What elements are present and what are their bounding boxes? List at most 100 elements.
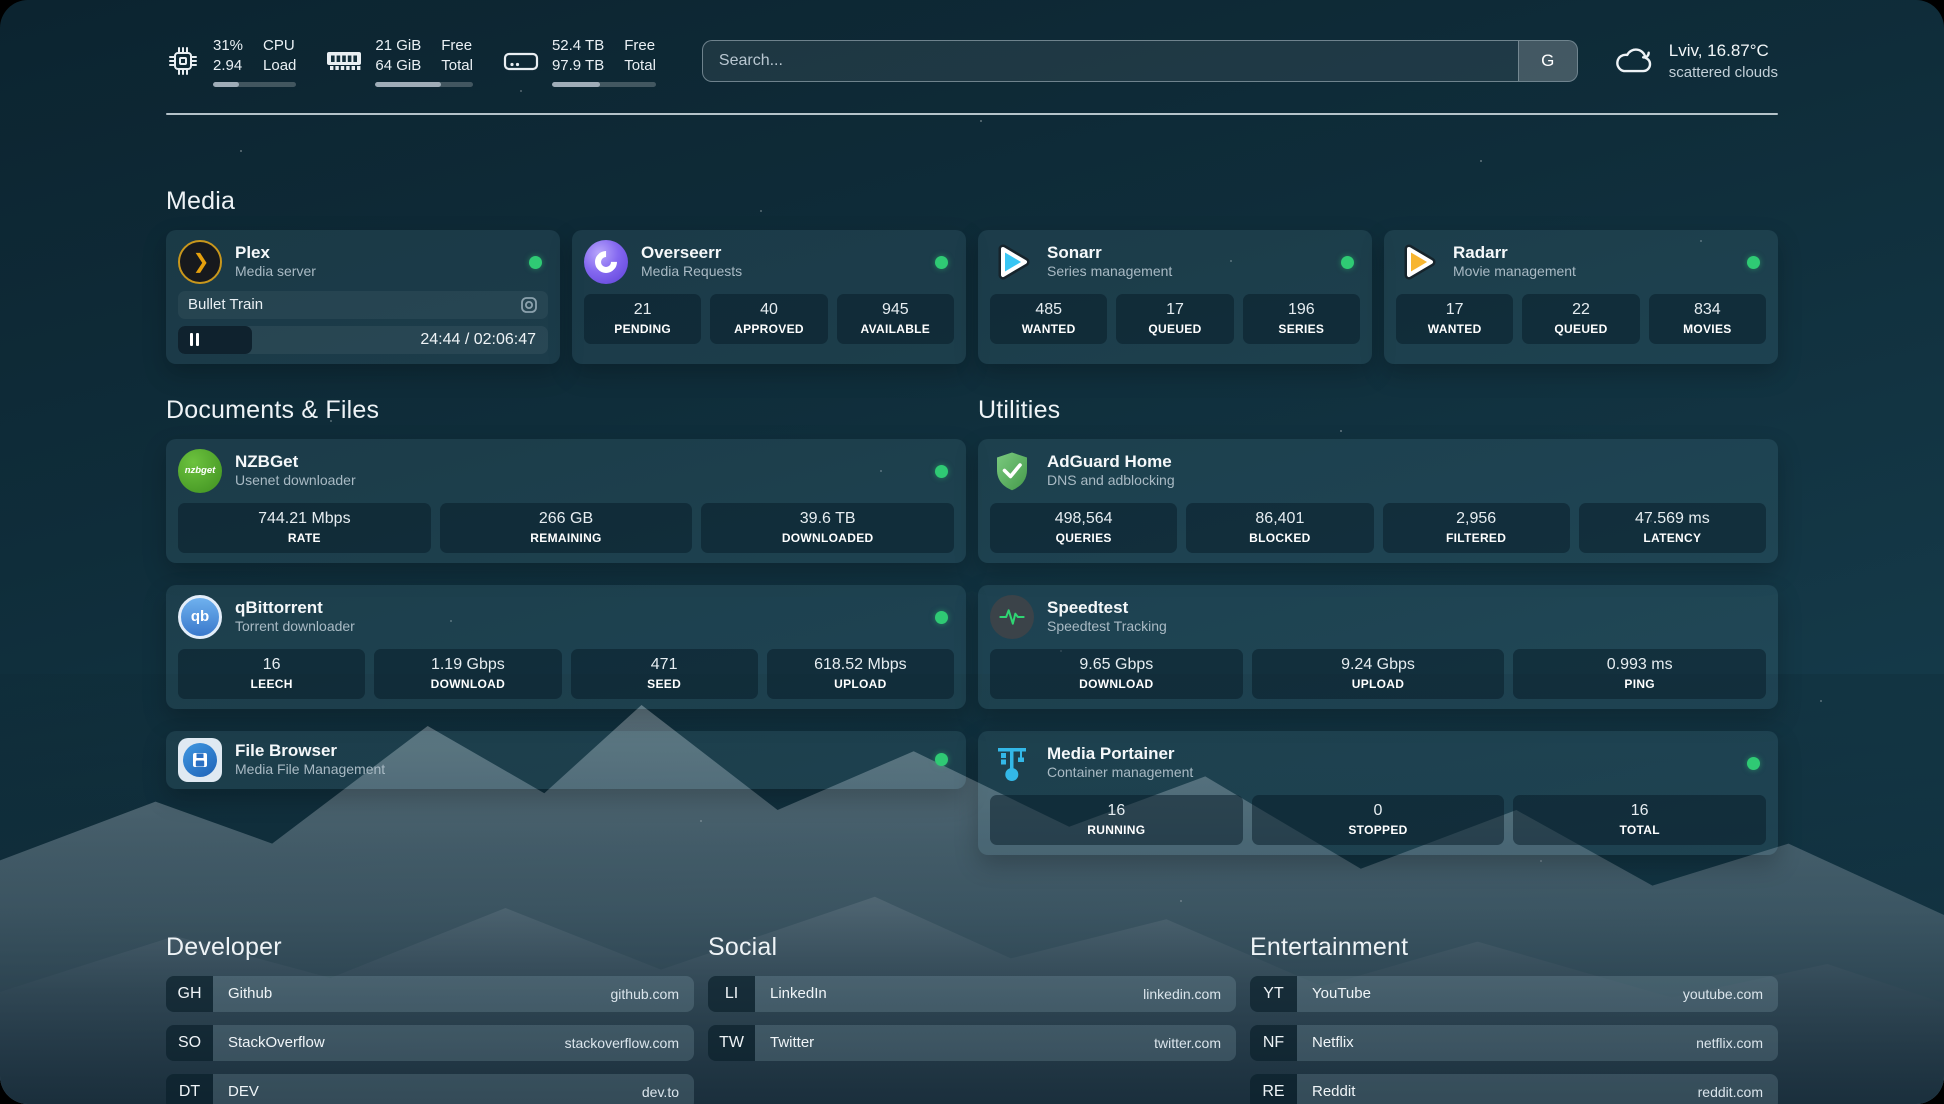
stat-label: UPLOAD bbox=[834, 676, 887, 691]
stat-label: PING bbox=[1624, 676, 1655, 691]
memory-stats: 21 GiB 64 GiB Free Total bbox=[326, 36, 473, 87]
stat-tile: 1.19 Gbps DOWNLOAD bbox=[374, 648, 562, 699]
stat-label: LATENCY bbox=[1643, 530, 1702, 545]
filebrowser-subtitle: Media File Management bbox=[235, 761, 386, 778]
cpu-usage-value: 31% bbox=[213, 37, 244, 54]
bookmark-stackoverflow[interactable]: SO StackOverflow stackoverflow.com bbox=[166, 1024, 694, 1061]
stat-value: 22 bbox=[1572, 300, 1590, 318]
cpu-load-value: 2.94 bbox=[213, 57, 243, 75]
portainer-card[interactable]: Media Portainer Container management 16 … bbox=[978, 730, 1778, 855]
utilities-section: Utilities bbox=[978, 396, 1778, 877]
filebrowser-title: File Browser bbox=[235, 741, 338, 761]
stat-value: 1.19 Gbps bbox=[430, 655, 505, 673]
nzbget-title: NZBGet bbox=[235, 452, 299, 472]
weather-widget[interactable]: Lviv, 16.87°C scattered clouds bbox=[1612, 40, 1778, 82]
bookmark-dev[interactable]: DT DEV dev.to bbox=[166, 1073, 694, 1104]
stat-value: 2,956 bbox=[1456, 509, 1497, 527]
bookmark-github[interactable]: GH Github github.com bbox=[166, 975, 694, 1012]
stat-value: 40 bbox=[760, 300, 778, 318]
search-input[interactable] bbox=[702, 41, 1518, 82]
plex-progress-bar: 24:44 / 02:06:47 bbox=[178, 325, 548, 354]
bookmark-netflix[interactable]: NF Netflix netflix.com bbox=[1250, 1024, 1778, 1061]
stat-tile: 266 GB REMAINING bbox=[439, 502, 693, 553]
stat-value: 196 bbox=[1287, 300, 1315, 318]
developer-section-title: Developer bbox=[166, 932, 282, 961]
cpu-stats: 31% 2.94 CPU Load bbox=[166, 36, 297, 87]
adguard-subtitle: DNS and adblocking bbox=[1047, 472, 1175, 489]
speedtest-title: Speedtest bbox=[1047, 598, 1129, 618]
portainer-subtitle: Container management bbox=[1047, 764, 1194, 781]
stat-tile: 39.6 TB DOWNLOADED bbox=[701, 502, 954, 553]
portainer-status-dot bbox=[1747, 756, 1760, 770]
plex-now-playing-row: Bullet Train bbox=[178, 290, 548, 319]
stat-label: QUERIES bbox=[1055, 530, 1112, 545]
bookmark-youtube[interactable]: YT YouTube youtube.com bbox=[1250, 975, 1778, 1012]
portainer-icon bbox=[990, 741, 1034, 785]
stat-label: WANTED bbox=[1021, 321, 1076, 336]
stat-tile: 945 AVAILABLE bbox=[836, 293, 954, 344]
social-section: Social LI LinkedIn linkedin.com TW Twitt… bbox=[708, 933, 1236, 1104]
bookmark-abbr: SO bbox=[166, 1024, 213, 1061]
radarr-icon bbox=[1396, 240, 1440, 284]
stat-value: 485 bbox=[1035, 300, 1063, 318]
memory-usage-bar-fill bbox=[375, 81, 441, 87]
media-type-icon bbox=[521, 296, 537, 313]
documents-section-title: Documents & Files bbox=[166, 395, 380, 424]
stat-value: 17 bbox=[1445, 300, 1464, 318]
bookmark-abbr: TW bbox=[708, 1024, 755, 1061]
stat-label: DOWNLOAD bbox=[430, 676, 506, 691]
qbittorrent-icon: qb bbox=[178, 594, 222, 639]
stat-label: BLOCKED bbox=[1249, 530, 1311, 545]
stat-label: AVAILABLE bbox=[860, 321, 931, 336]
bookmark-name: Github bbox=[228, 985, 273, 1002]
bookmark-abbr: LI bbox=[708, 975, 755, 1012]
bookmark-reddit[interactable]: RE Reddit reddit.com bbox=[1250, 1073, 1778, 1104]
filebrowser-card[interactable]: File Browser Media File Management bbox=[166, 730, 966, 789]
stat-label: STOPPED bbox=[1348, 822, 1408, 837]
plex-status-dot bbox=[529, 255, 542, 269]
bookmark-twitter[interactable]: TW Twitter twitter.com bbox=[708, 1024, 1236, 1061]
bookmark-abbr: NF bbox=[1250, 1024, 1297, 1061]
stat-tile: 471 SEED bbox=[570, 648, 758, 699]
stat-value: 0 bbox=[1373, 801, 1383, 819]
plex-card[interactable]: ❯ Plex Media server Bullet Train bbox=[166, 229, 560, 364]
developer-section: Developer GH Github github.com SO StackO… bbox=[166, 933, 694, 1104]
stat-label: TOTAL bbox=[1619, 822, 1660, 837]
snow-specks bbox=[0, 0, 2, 2]
stat-label: APPROVED bbox=[734, 321, 804, 336]
cpu-usage-label: CPU bbox=[263, 37, 295, 54]
stat-tile: 196 SERIES bbox=[1242, 293, 1360, 344]
stat-label: MOVIES bbox=[1683, 321, 1732, 336]
sonarr-card[interactable]: Sonarr Series management 485 WANTED 17 Q… bbox=[978, 229, 1372, 364]
sonarr-icon bbox=[990, 240, 1034, 284]
overseerr-card[interactable]: Overseerr Media Requests 21 PENDING 40 A… bbox=[572, 229, 966, 364]
search-provider-button[interactable]: G bbox=[1517, 41, 1577, 82]
stat-tile: 0 STOPPED bbox=[1251, 794, 1505, 845]
stat-value: 0.993 ms bbox=[1606, 655, 1673, 673]
pause-button[interactable] bbox=[190, 333, 199, 346]
stat-value: 47.569 ms bbox=[1635, 509, 1710, 527]
stat-tile: 744.21 Mbps RATE bbox=[178, 502, 431, 553]
plex-subtitle: Media server bbox=[235, 263, 316, 280]
disk-free-value: 52.4 TB bbox=[551, 37, 605, 54]
stat-tile: 86,401 BLOCKED bbox=[1186, 502, 1374, 553]
disk-total-label: Total bbox=[624, 57, 656, 75]
plex-time: 24:44 / 02:06:47 bbox=[420, 330, 536, 348]
qbittorrent-card[interactable]: qb qBittorrent Torrent downloader 16 LEE… bbox=[166, 584, 966, 709]
stat-tile: 22 QUEUED bbox=[1522, 293, 1640, 344]
disk-usage-bar bbox=[551, 81, 656, 87]
sonarr-subtitle: Series management bbox=[1047, 263, 1173, 280]
radarr-card[interactable]: Radarr Movie management 17 WANTED 22 QUE… bbox=[1384, 229, 1778, 364]
adguard-card[interactable]: AdGuard Home DNS and adblocking 498,564 … bbox=[978, 438, 1778, 563]
memory-free-value: 21 GiB bbox=[375, 37, 422, 54]
bookmark-abbr: YT bbox=[1250, 975, 1297, 1012]
stat-value: 471 bbox=[650, 655, 678, 673]
nzbget-card[interactable]: nzbget NZBGet Usenet downloader 744.21 M… bbox=[166, 438, 966, 563]
stat-label: SERIES bbox=[1278, 321, 1325, 336]
bookmark-linkedin[interactable]: LI LinkedIn linkedin.com bbox=[708, 975, 1236, 1012]
cpu-usage-bar-fill bbox=[213, 81, 239, 87]
speedtest-card[interactable]: Speedtest Speedtest Tracking 9.65 Gbps D… bbox=[978, 584, 1778, 709]
stat-label: DOWNLOADED bbox=[781, 530, 874, 545]
stat-tile: 40 APPROVED bbox=[710, 293, 828, 344]
